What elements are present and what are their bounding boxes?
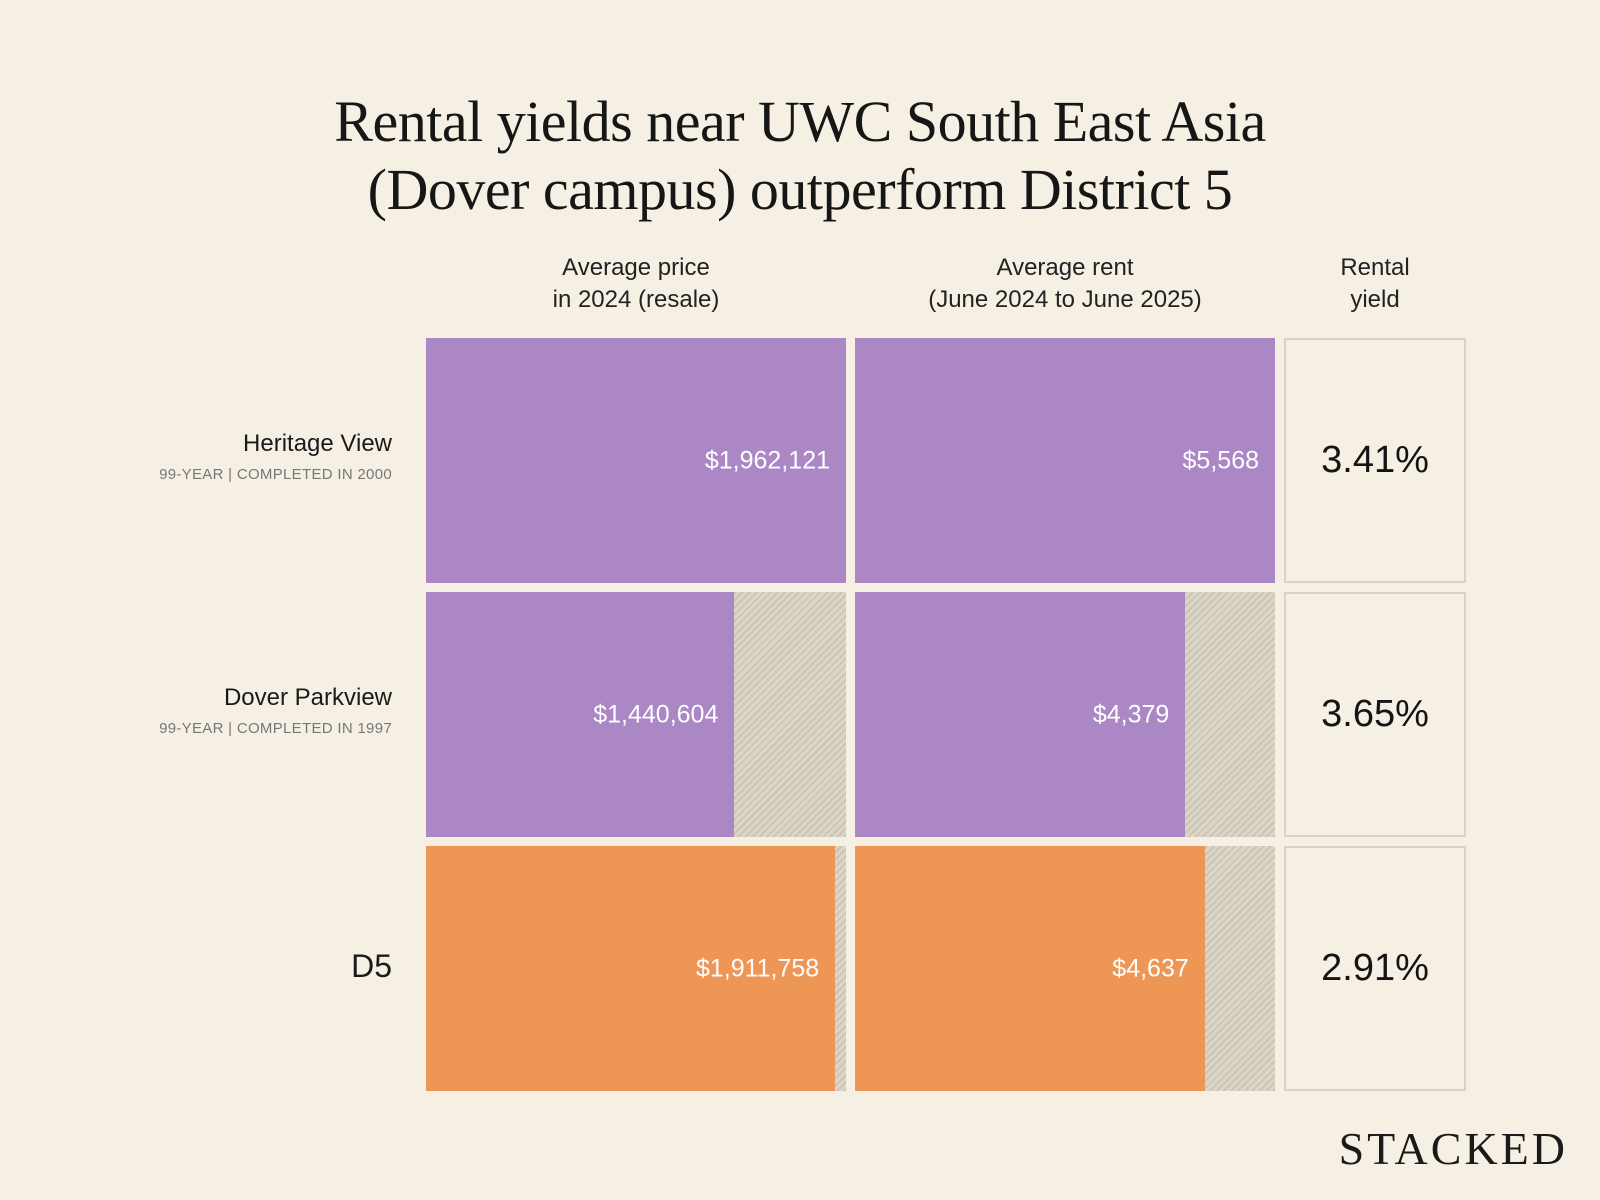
rent-bar: $4,637 xyxy=(855,846,1205,1091)
row-name: D5 xyxy=(351,948,392,984)
price-header-line-2: in 2024 (resale) xyxy=(552,286,720,313)
row-name: Dover Parkview xyxy=(223,684,392,711)
yield-header-line-1: Rental xyxy=(1340,254,1410,281)
yield-column-header: Rental yield xyxy=(1284,252,1466,316)
rent-bar: $4,379 xyxy=(855,592,1186,837)
yield-cell-heritage-view: 3.41% xyxy=(1284,338,1466,583)
rent-header-line-2: (June 2024 to June 2025) xyxy=(928,286,1202,313)
price-cell-d5: $1,911,758 xyxy=(426,846,846,1091)
price-column-header: Average price in 2024 (resale) xyxy=(426,252,846,316)
rent-value-label: $4,379 xyxy=(1092,700,1170,728)
rent-cell-d5: $4,637 xyxy=(855,846,1275,1091)
brand-logo: STACKED xyxy=(1338,1123,1568,1174)
chart-title: Rental yields near UWC South East Asia (… xyxy=(0,88,1600,224)
row-label-heritage-view: Heritage View 99-YEAR | COMPLETED IN 200… xyxy=(100,430,392,483)
yield-cell-dover-parkview: 3.65% xyxy=(1284,592,1466,837)
yield-value-label: 3.65% xyxy=(1321,693,1429,735)
rent-value-label: $4,637 xyxy=(1112,954,1189,982)
row-label-d5: D5 xyxy=(100,948,392,985)
rent-cell-dover-parkview: $4,379 xyxy=(855,592,1275,837)
price-bar: $1,911,758 xyxy=(426,846,836,1091)
title-line-1: Rental yields near UWC South East Asia xyxy=(334,89,1266,154)
rent-header-line-1: Average rent xyxy=(996,254,1134,281)
rent-column-header: Average rent (June 2024 to June 2025) xyxy=(855,252,1275,316)
row-label-dover-parkview: Dover Parkview 99-YEAR | COMPLETED IN 19… xyxy=(100,684,392,737)
row-subtitle: 99-YEAR | COMPLETED IN 2000 xyxy=(159,466,392,483)
rent-cell-heritage-view: $5,568 xyxy=(855,338,1275,583)
rent-bar: $5,568 xyxy=(855,338,1275,583)
price-value-label: $1,962,121 xyxy=(704,446,830,474)
price-value-label: $1,911,758 xyxy=(695,954,820,982)
row-name: Heritage View xyxy=(243,430,392,457)
price-value-label: $1,440,604 xyxy=(593,700,719,728)
price-cell-heritage-view: $1,962,121 xyxy=(426,338,846,583)
yield-header-line-2: yield xyxy=(1350,286,1400,313)
yield-value-label: 3.41% xyxy=(1321,439,1429,481)
price-cell-dover-parkview: $1,440,604 xyxy=(426,592,846,837)
row-subtitle: 99-YEAR | COMPLETED IN 1997 xyxy=(159,720,392,737)
yield-cell-d5: 2.91% xyxy=(1284,846,1466,1091)
price-header-line-1: Average price xyxy=(562,254,710,281)
price-bar: $1,440,604 xyxy=(426,592,735,837)
price-bar: $1,962,121 xyxy=(426,338,846,583)
title-line-2: (Dover campus) outperform District 5 xyxy=(367,157,1233,222)
rent-value-label: $5,568 xyxy=(1182,446,1259,474)
yield-value-label: 2.91% xyxy=(1321,947,1429,989)
